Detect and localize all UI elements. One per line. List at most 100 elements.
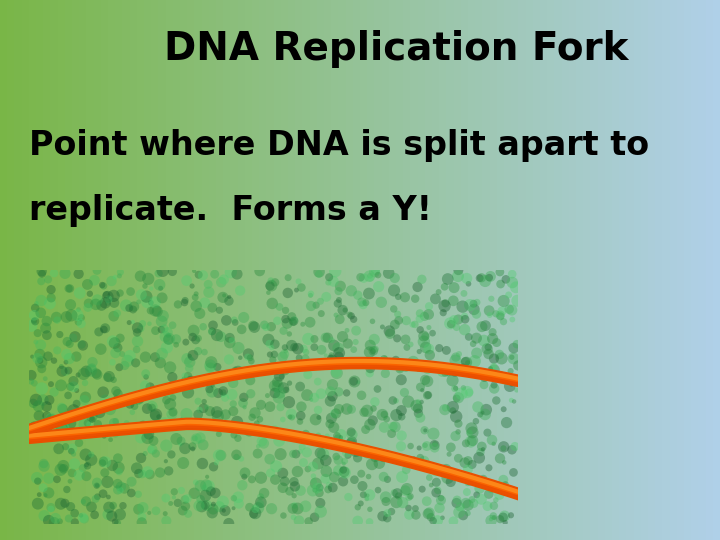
- Point: [245, 376, 256, 384]
- Point: [302, 370, 314, 379]
- Point: [392, 310, 403, 319]
- Point: [446, 363, 458, 372]
- Point: [114, 510, 126, 519]
- Point: [474, 410, 486, 419]
- Point: [207, 381, 218, 390]
- Point: [372, 384, 383, 393]
- Point: [243, 426, 255, 435]
- Point: [419, 441, 431, 450]
- Point: [279, 366, 291, 375]
- Point: [66, 444, 78, 453]
- Point: [96, 281, 108, 289]
- Point: [388, 305, 400, 313]
- Point: [264, 340, 275, 348]
- Point: [153, 269, 164, 278]
- Point: [392, 334, 403, 343]
- Point: [466, 424, 477, 433]
- Point: [498, 513, 509, 522]
- Point: [133, 505, 145, 514]
- Point: [284, 487, 295, 496]
- Point: [109, 273, 121, 281]
- Point: [45, 505, 57, 514]
- Point: [457, 511, 469, 519]
- Point: [218, 390, 230, 399]
- Point: [304, 437, 315, 446]
- Point: [188, 326, 199, 335]
- Point: [458, 383, 469, 392]
- Text: replicate.  Forms a Y!: replicate. Forms a Y!: [29, 194, 432, 227]
- Point: [403, 493, 415, 502]
- Point: [410, 511, 422, 519]
- Point: [483, 463, 495, 472]
- Point: [277, 415, 289, 424]
- Point: [135, 324, 146, 333]
- Point: [159, 418, 171, 427]
- Point: [61, 485, 73, 494]
- Point: [447, 403, 459, 411]
- Point: [369, 335, 380, 343]
- Point: [421, 442, 433, 450]
- Point: [464, 301, 476, 309]
- Point: [346, 287, 357, 295]
- Point: [84, 420, 96, 429]
- Point: [461, 358, 472, 367]
- Point: [150, 326, 161, 335]
- Point: [498, 374, 509, 383]
- Point: [99, 432, 110, 441]
- Point: [368, 404, 379, 413]
- Point: [318, 362, 330, 370]
- Point: [476, 442, 487, 451]
- Point: [423, 508, 435, 517]
- Point: [199, 491, 211, 500]
- Point: [380, 493, 392, 502]
- Point: [418, 361, 429, 369]
- Point: [445, 320, 456, 328]
- Point: [363, 472, 374, 481]
- Point: [399, 293, 410, 302]
- Point: [50, 514, 61, 523]
- Point: [190, 336, 202, 345]
- Point: [168, 493, 179, 502]
- Point: [199, 501, 211, 510]
- Point: [90, 495, 102, 503]
- Point: [226, 390, 238, 399]
- Point: [485, 484, 497, 492]
- Point: [289, 343, 300, 352]
- Point: [204, 363, 216, 372]
- Point: [483, 306, 495, 315]
- Point: [64, 340, 76, 348]
- Point: [212, 412, 224, 421]
- Point: [97, 489, 109, 498]
- Point: [325, 397, 336, 406]
- Point: [269, 389, 281, 397]
- Point: [207, 321, 219, 329]
- Point: [484, 273, 495, 282]
- Point: [342, 451, 354, 460]
- Point: [369, 453, 381, 462]
- Point: [31, 474, 42, 482]
- Point: [449, 384, 461, 393]
- Point: [159, 509, 171, 518]
- Point: [163, 335, 174, 344]
- Point: [350, 338, 361, 346]
- Point: [361, 407, 373, 415]
- Point: [192, 410, 204, 419]
- Point: [97, 388, 109, 396]
- Point: [312, 437, 323, 445]
- Point: [289, 316, 300, 325]
- Point: [224, 334, 235, 342]
- Point: [114, 363, 125, 372]
- Point: [367, 416, 379, 425]
- Point: [323, 485, 334, 494]
- Point: [217, 387, 229, 395]
- Point: [157, 267, 168, 275]
- Point: [77, 464, 89, 472]
- Point: [423, 345, 435, 353]
- Point: [284, 413, 296, 421]
- Point: [315, 507, 326, 516]
- Point: [30, 303, 41, 312]
- Point: [369, 268, 380, 276]
- Point: [333, 404, 345, 413]
- Point: [140, 449, 151, 458]
- Point: [495, 515, 506, 523]
